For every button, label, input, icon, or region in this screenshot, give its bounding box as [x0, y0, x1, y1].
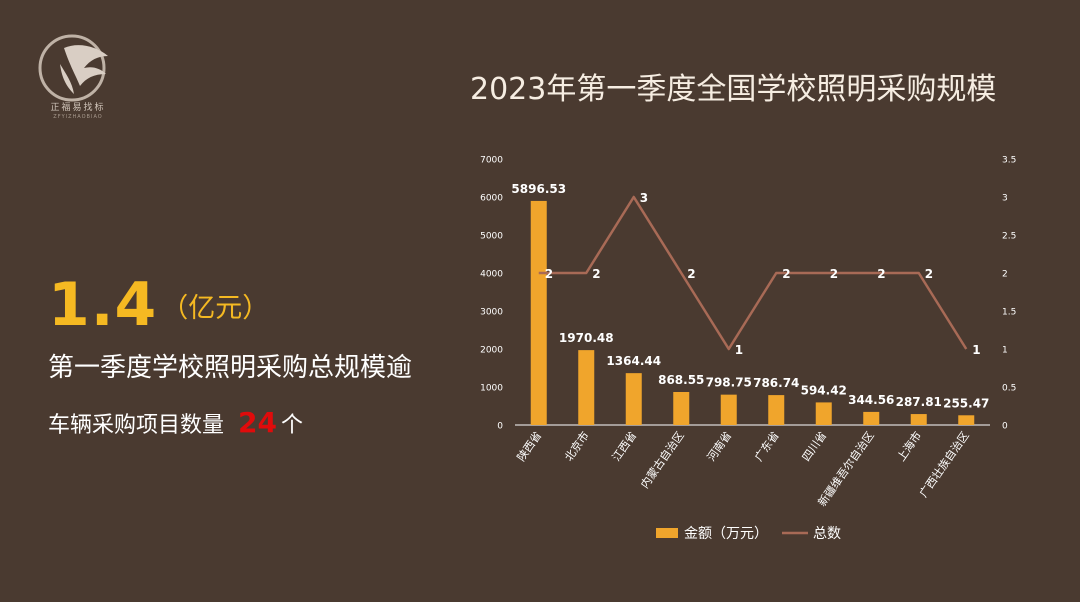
logo-ring [38, 34, 106, 102]
bar-series [530, 200, 975, 425]
y-axis-right: 0 0.5 1 1.5 2 2.5 3 3.5 [1002, 156, 1016, 432]
line-value-label: 2 [545, 267, 553, 281]
project-count: 24 [238, 406, 277, 439]
summary-line-1: 第一季度学校照明采购总规模逾 [48, 353, 413, 383]
y-right-tick-label: 1 [1002, 346, 1008, 356]
y-right-tick-label: 0 [1002, 422, 1008, 432]
line-path [538, 195, 968, 351]
bar-value-label: 594.42 [801, 383, 847, 397]
bar-value-label: 255.47 [943, 396, 989, 410]
bar [958, 415, 975, 425]
line-value-label: 2 [877, 267, 885, 281]
bar [815, 402, 832, 425]
y-right-tick-label: 1.5 [1002, 308, 1016, 318]
line-value-label: 1 [735, 343, 743, 357]
legend: 金额（万元） 总数 [656, 526, 841, 542]
line-value-label: 1 [972, 343, 980, 357]
y-left-tick-label: 4000 [480, 270, 503, 280]
legend-label-bar: 金额（万元） [684, 526, 768, 542]
logo-text: 正福易找标 [50, 103, 106, 113]
category-label: 北京市 [561, 429, 591, 464]
line-value-label: 2 [830, 267, 838, 281]
logo-wing [60, 64, 74, 94]
category-label: 广东省 [752, 429, 782, 463]
summary-line-2-suffix: 个 [280, 413, 303, 438]
y-left-tick-label: 6000 [480, 194, 503, 204]
line-value-label: 2 [687, 267, 695, 281]
line-value-labels: 2 2 3 2 1 2 2 2 2 1 [545, 191, 981, 357]
y-left-tick-label: 2000 [480, 346, 503, 356]
bar-value-label: 344.56 [848, 393, 894, 407]
bar [768, 395, 785, 425]
bar [673, 391, 690, 425]
y-left-tick-label: 3000 [480, 308, 503, 318]
y-left-tick-label: 5000 [480, 232, 503, 242]
line-value-label: 2 [592, 267, 600, 281]
category-label: 四川省 [800, 429, 830, 463]
summary-line-2-prefix: 车辆采购项目数量 [48, 413, 225, 438]
y-right-tick-label: 3 [1002, 194, 1008, 204]
bar-value-label: 798.75 [706, 376, 752, 390]
bar [720, 394, 737, 425]
headline-unit: （亿元） [161, 293, 270, 324]
logo-emblem [38, 34, 108, 102]
headline: 1.4 （亿元） [48, 270, 269, 340]
bar [578, 350, 595, 425]
y-left-tick-label: 0 [497, 422, 503, 432]
bar-value-label: 1364.44 [606, 354, 661, 368]
bar [530, 200, 547, 425]
y-left-tick-label: 7000 [480, 156, 503, 166]
y-right-tick-label: 2 [1002, 270, 1008, 280]
bar-value-labels: 5896.53 1970.48 1364.44 868.55 798.75 786.745… [511, 182, 989, 410]
chart-title: 2023年第一季度全国学校照明采购规模 [470, 72, 997, 107]
bar-value-label: 287.81 [896, 395, 942, 409]
legend-label-line: 总数 [813, 526, 841, 542]
category-label: 河南省 [705, 429, 735, 463]
category-label: 广西壮族自治区 [916, 429, 972, 500]
line-value-label: 2 [782, 267, 790, 281]
y-right-tick-label: 0.5 [1002, 384, 1016, 394]
category-label: 江西省 [610, 429, 640, 463]
bar-value-label: 786.74 [753, 376, 799, 390]
category-label: 内蒙古自治区 [637, 429, 686, 491]
y-right-tick-label: 2.5 [1002, 232, 1016, 242]
logo-bird [64, 45, 108, 86]
summary-line-2: 车辆采购项目数量 24 个 [48, 406, 303, 439]
category-label: 上海市 [894, 429, 924, 464]
bar [863, 411, 880, 425]
line-value-label: 2 [925, 267, 933, 281]
line-value-label: 3 [640, 191, 648, 205]
legend-swatch-bar [656, 528, 678, 538]
bar-value-label: 1970.48 [559, 331, 614, 345]
bar-value-label: 5896.53 [511, 182, 566, 196]
bar [910, 414, 927, 425]
y-axis-left: 0 1000 2000 3000 4000 5000 6000 7000 [480, 156, 503, 432]
y-right-tick-label: 3.5 [1002, 156, 1016, 166]
category-label: 陕西省 [514, 429, 544, 464]
bar-value-label: 868.55 [658, 373, 704, 387]
headline-value: 1.4 [48, 270, 158, 340]
line-series [538, 195, 968, 351]
logo-subtext: ZFYIZHAOBIAO [53, 114, 103, 120]
y-left-tick-label: 1000 [480, 384, 503, 394]
bar [625, 373, 642, 425]
